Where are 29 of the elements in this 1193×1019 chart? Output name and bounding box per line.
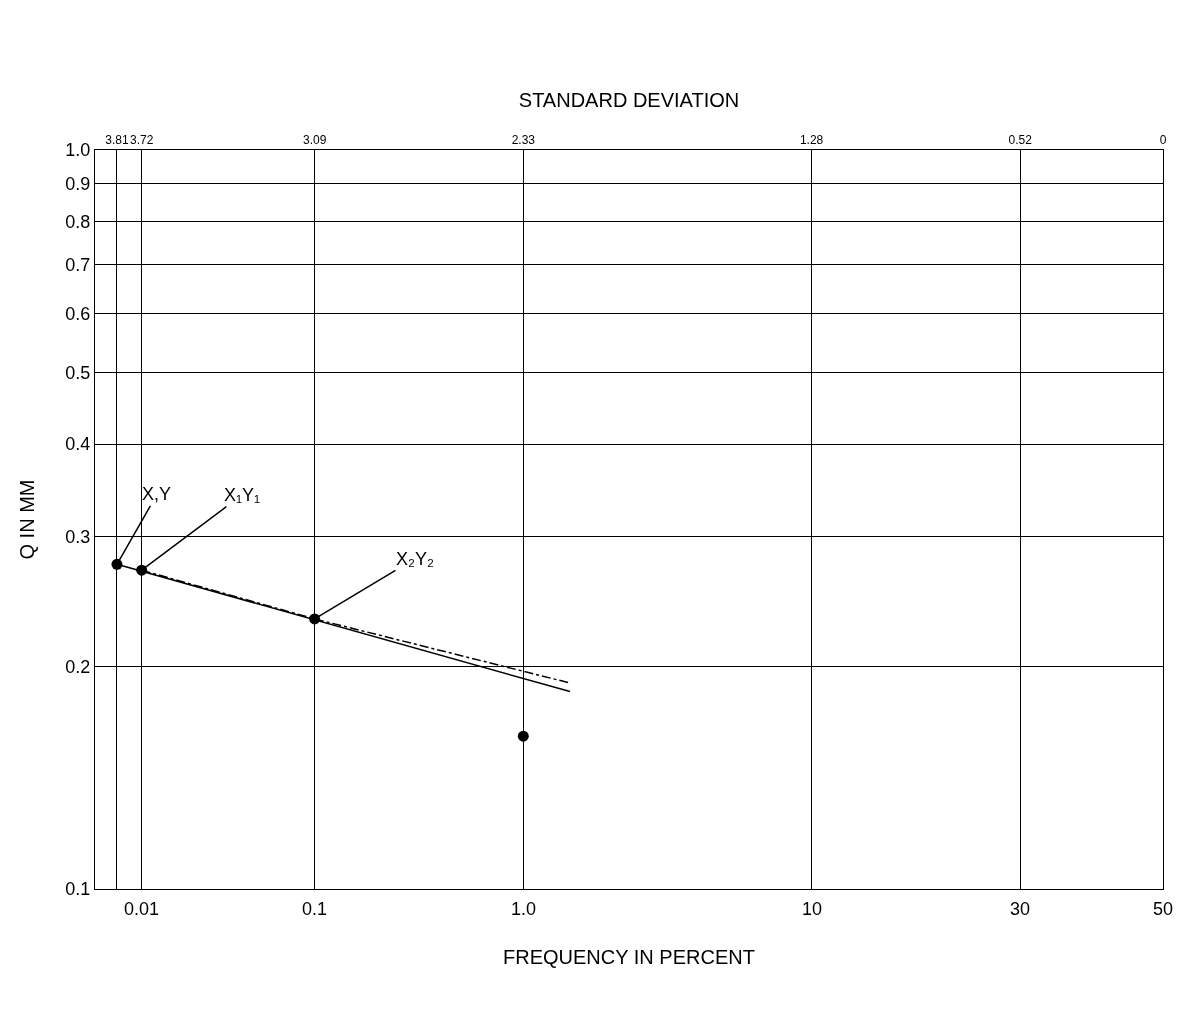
y-axis-title: Q IN MM [15,479,38,560]
annotation: X₂Y₂ [396,549,434,569]
text: 0.1 [302,899,328,919]
x-tick-label: 3.81 [105,133,129,148]
y-tick-label: 0.3 [65,526,91,547]
annotation: X₁Y₁ [224,485,261,505]
text: 50 [1153,899,1174,919]
y-tick-label: 0.6 [65,304,91,325]
y-tick-label: 0.5 [65,362,91,383]
y-tick-label: 0.1 [65,879,91,900]
x-tick-label: 1.28 [799,133,824,148]
text: 0.01 [124,899,160,919]
text: 1.0 [511,899,537,919]
x-tick-label: 2.33 [511,133,536,148]
x-tick-label: 3.09 [302,133,327,148]
x-tick-label: 3.72 [129,133,154,148]
x-tick-label: 0.52 [1008,133,1033,148]
y-tick-label: 1.0 [65,140,91,161]
text: FREQUENCY IN PERCENT [503,946,755,968]
x-axis-title: STANDARD DEVIATION [518,88,740,111]
y-tick-label: 0.4 [65,434,91,455]
y-tick-label: 0.9 [65,174,91,195]
y-tick-label: 0.2 [65,656,91,677]
text: 10 [802,899,823,919]
x-tick-label: 0 [1159,133,1167,148]
y-tick-label: 0.7 [65,254,91,275]
annotation: X,Y [142,484,172,504]
y-tick-label: 0.8 [65,211,91,232]
text: 30 [1010,899,1031,919]
